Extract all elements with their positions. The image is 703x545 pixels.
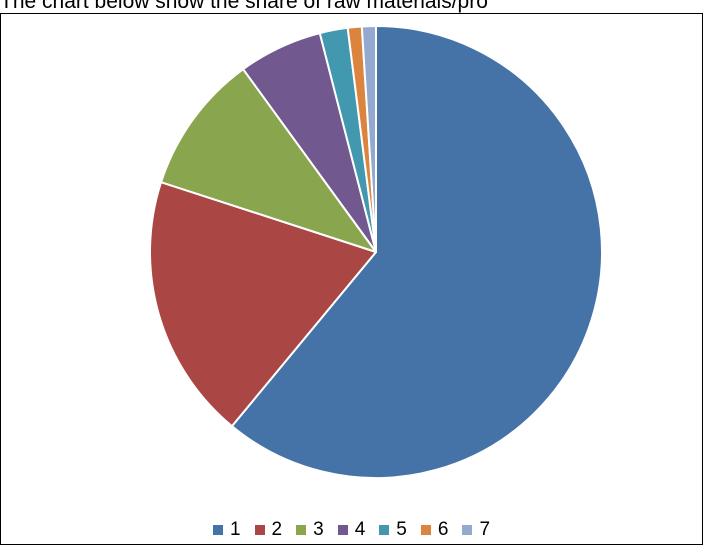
legend-label-3: 3 [313, 519, 324, 540]
legend-swatch-1 [212, 525, 223, 535]
legend-label-1: 1 [229, 519, 241, 540]
legend-swatch-7 [462, 525, 473, 535]
pie-slice-7 [360, 25, 377, 253]
legend-swatch-6 [420, 525, 431, 535]
legend-item-3: 3 [296, 519, 324, 541]
legend-swatch-2 [254, 525, 265, 535]
legend-label-7: 7 [479, 519, 491, 540]
legend-swatch-3 [296, 525, 307, 535]
legend-item-5: 5 [379, 519, 407, 541]
legend-swatch-4 [337, 525, 348, 535]
legend-item-4: 4 [337, 519, 366, 541]
legend-label-6: 6 [437, 519, 449, 540]
chart-frame: 1 2 3 4 5 6 7 [0, 13, 703, 545]
legend-item-1: 1 [212, 519, 241, 541]
legend-item-2: 2 [254, 519, 283, 541]
chart-heading-text: The chart below show the share of raw ma… [0, 0, 488, 13]
pie-slice-2 [149, 181, 377, 428]
legend-swatch-5 [379, 525, 390, 535]
legend-label-5: 5 [396, 519, 407, 540]
pie-slice-3 [160, 68, 377, 253]
pie-chart [149, 25, 603, 479]
legend-item-7: 7 [462, 519, 490, 541]
pie-slice-1 [230, 25, 603, 479]
legend-item-6: 6 [420, 519, 449, 541]
chart-heading: The chart below show the share of raw ma… [0, 0, 703, 14]
chart-legend: 1 2 3 4 5 6 7 [1, 519, 702, 541]
legend-label-4: 4 [354, 519, 366, 540]
legend-label-2: 2 [271, 519, 283, 540]
